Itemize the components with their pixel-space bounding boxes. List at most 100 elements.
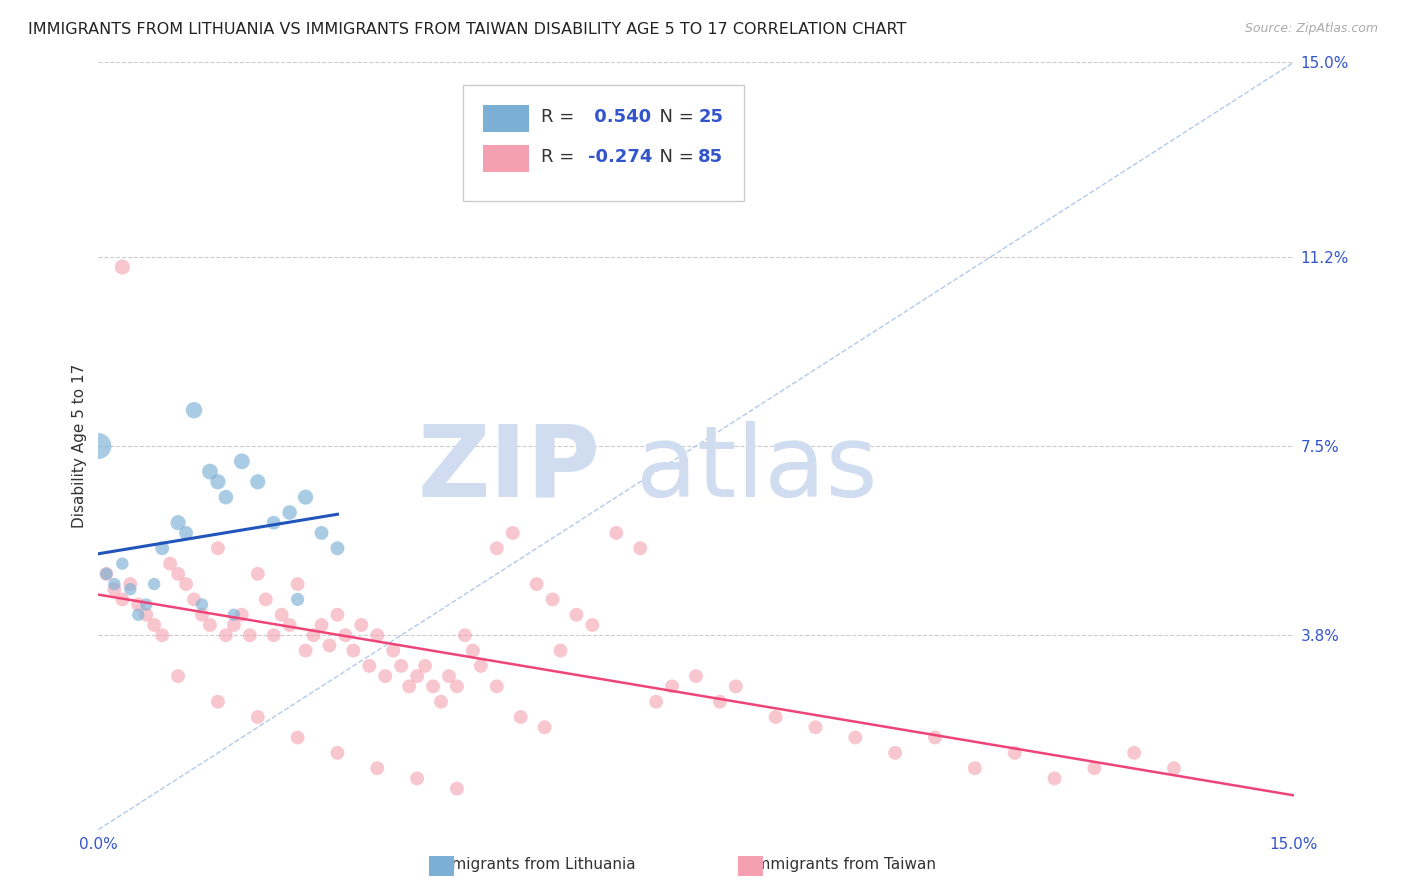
Point (628, 541, 651, 556)
Point (270, 607, 292, 622)
Y-axis label: Disability Age 5 to 17: Disability Age 5 to 17 (72, 364, 87, 528)
FancyBboxPatch shape (463, 86, 744, 201)
Point (231, 454, 253, 468)
Point (135, 607, 157, 622)
Point (127, 607, 149, 622)
Point (470, 659, 492, 673)
Point (509, 710, 531, 724)
Text: 85: 85 (699, 148, 724, 166)
Point (550, 643, 572, 657)
Point (804, 720, 827, 734)
Point (1004, 746, 1026, 760)
Point (191, 598, 214, 612)
Point (326, 607, 349, 622)
Point (359, 659, 381, 673)
Text: 0.540: 0.540 (589, 108, 651, 126)
Point (366, 761, 388, 775)
Point (709, 695, 731, 709)
Point (406, 669, 429, 683)
Point (143, 618, 166, 632)
Point (103, 582, 125, 597)
Text: atlas: atlas (637, 420, 877, 517)
Point (150, 628, 173, 642)
Point (541, 592, 564, 607)
Text: Immigrants from Lithuania: Immigrants from Lithuania (433, 857, 636, 872)
Point (884, 746, 907, 760)
Point (191, 607, 214, 622)
Point (1163, 761, 1185, 775)
Point (135, 598, 157, 612)
Point (287, 592, 309, 607)
Point (263, 516, 285, 530)
Point (87, 439, 110, 453)
Point (167, 516, 190, 530)
Point (318, 639, 340, 653)
Point (111, 557, 134, 571)
Point (422, 679, 444, 693)
Point (1043, 772, 1066, 786)
Point (565, 607, 588, 622)
Point (111, 260, 134, 274)
Point (246, 710, 269, 724)
Point (278, 618, 301, 632)
Point (278, 506, 301, 520)
Point (311, 525, 333, 540)
Point (724, 679, 747, 693)
Point (413, 659, 436, 673)
Point (174, 525, 197, 540)
Point (485, 679, 508, 693)
Point (120, 582, 142, 597)
Point (246, 566, 269, 581)
Point (844, 731, 866, 745)
Point (287, 731, 309, 745)
Point (342, 643, 364, 657)
Text: -0.274: -0.274 (589, 148, 652, 166)
Point (96, 566, 118, 581)
Point (765, 710, 787, 724)
Point (526, 577, 548, 591)
Point (103, 577, 125, 591)
Text: Source: ZipAtlas.com: Source: ZipAtlas.com (1244, 22, 1378, 36)
Point (294, 490, 316, 504)
Point (96, 566, 118, 581)
Point (215, 490, 238, 504)
Text: N =: N = (648, 148, 700, 166)
Text: IMMIGRANTS FROM LITHUANIA VS IMMIGRANTS FROM TAIWAN DISABILITY AGE 5 TO 17 CORRE: IMMIGRANTS FROM LITHUANIA VS IMMIGRANTS … (28, 22, 907, 37)
Point (215, 628, 238, 642)
Point (150, 541, 173, 556)
Point (389, 659, 412, 673)
Point (661, 679, 683, 693)
Point (1123, 746, 1146, 760)
Point (159, 557, 181, 571)
Point (231, 607, 253, 622)
Point (174, 577, 197, 591)
Point (485, 541, 508, 556)
Point (437, 669, 460, 683)
Point (924, 731, 946, 745)
Point (446, 781, 468, 796)
Point (111, 592, 134, 607)
Point (222, 618, 245, 632)
Point (398, 679, 420, 693)
Bar (484, 104, 529, 132)
Point (183, 403, 205, 417)
Point (254, 592, 277, 607)
Point (311, 618, 333, 632)
Point (143, 577, 166, 591)
Text: 25: 25 (699, 108, 723, 126)
Point (605, 525, 627, 540)
Point (207, 475, 229, 489)
Point (406, 772, 429, 786)
Bar (484, 145, 529, 172)
Point (430, 695, 453, 709)
Point (350, 618, 373, 632)
Point (382, 643, 405, 657)
Point (198, 618, 221, 632)
Point (167, 566, 190, 581)
Point (183, 592, 205, 607)
Point (446, 679, 468, 693)
Point (335, 628, 357, 642)
Point (294, 643, 316, 657)
Text: N =: N = (648, 108, 700, 126)
Point (454, 628, 477, 642)
